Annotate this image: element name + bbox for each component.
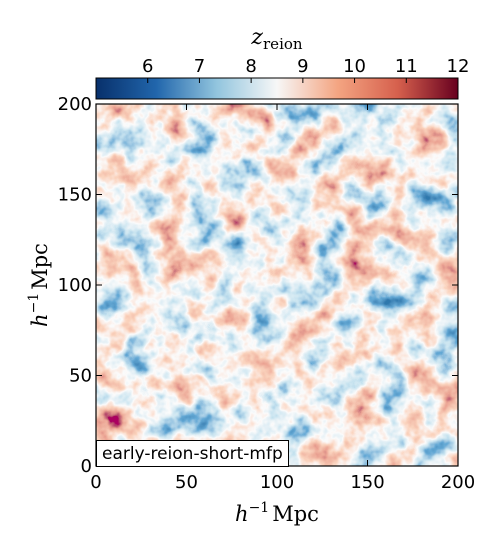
x-tick-label: 0 bbox=[90, 472, 101, 493]
colorbar bbox=[95, 77, 459, 100]
y-tick-label: 150 bbox=[58, 185, 92, 206]
y-tick-label: 200 bbox=[58, 94, 92, 115]
colorbar-tick-labels: 6 7 8 9 10 11 12 bbox=[142, 56, 469, 77]
colorbar-tick-label: 11 bbox=[395, 56, 418, 77]
x-tick-label: 150 bbox=[350, 472, 384, 493]
x-tick-label: 200 bbox=[441, 472, 475, 493]
colorbar-tick-label: 8 bbox=[245, 56, 256, 77]
colorbar-tick-label: 9 bbox=[297, 56, 308, 77]
y-tick-label: 0 bbox=[81, 456, 92, 477]
colorbar-tick-label: 12 bbox=[447, 56, 470, 77]
y-axis-ticks: 0 50 100 150 200 bbox=[58, 94, 458, 477]
panel-label: early-reion-short-mfp bbox=[96, 440, 289, 467]
y-tick-label: 100 bbox=[58, 275, 92, 296]
x-axis-ticks: 0 50 100 150 200 bbox=[90, 104, 475, 493]
x-tick-label: 50 bbox=[175, 472, 198, 493]
y-axis-label: h−1Mpc bbox=[26, 243, 52, 327]
colorbar-title: zreion bbox=[250, 25, 302, 53]
heatmap-field bbox=[96, 104, 458, 466]
colorbar-ticks bbox=[147, 78, 459, 83]
colorbar-tick-label: 6 bbox=[142, 56, 153, 77]
y-tick-label: 50 bbox=[69, 366, 92, 387]
x-tick-label: 100 bbox=[260, 472, 294, 493]
x-axis-label: h−1 Mpc bbox=[235, 500, 319, 526]
colorbar-tick-label: 10 bbox=[343, 56, 366, 77]
colorbar-tick-label: 7 bbox=[194, 56, 205, 77]
